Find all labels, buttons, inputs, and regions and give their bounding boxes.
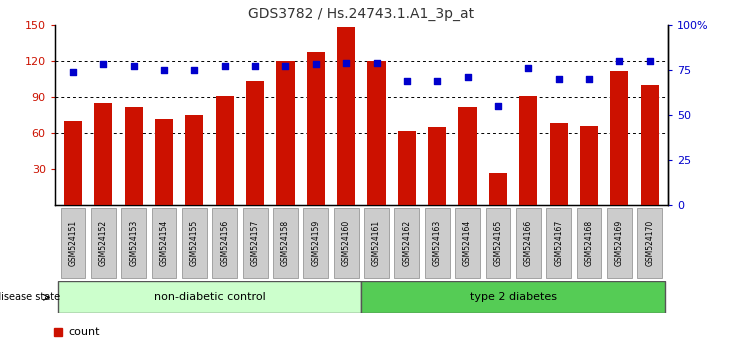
FancyBboxPatch shape bbox=[242, 209, 268, 278]
Point bbox=[188, 67, 200, 73]
Point bbox=[371, 60, 383, 65]
Bar bbox=[185, 115, 204, 205]
Text: GSM524151: GSM524151 bbox=[69, 220, 77, 267]
Text: GSM524165: GSM524165 bbox=[493, 220, 502, 267]
Bar bbox=[398, 131, 416, 205]
Point bbox=[98, 62, 110, 67]
FancyBboxPatch shape bbox=[121, 209, 146, 278]
FancyBboxPatch shape bbox=[334, 209, 358, 278]
Bar bbox=[489, 173, 507, 205]
Bar bbox=[458, 107, 477, 205]
Bar bbox=[610, 70, 629, 205]
Text: GSM524161: GSM524161 bbox=[372, 220, 381, 267]
Point bbox=[158, 67, 170, 73]
Bar bbox=[307, 52, 325, 205]
FancyBboxPatch shape bbox=[212, 209, 237, 278]
Point bbox=[249, 63, 261, 69]
Text: GSM524163: GSM524163 bbox=[433, 220, 442, 267]
Text: GSM524160: GSM524160 bbox=[342, 220, 350, 267]
Text: non-diabetic control: non-diabetic control bbox=[154, 292, 266, 302]
Text: GSM524170: GSM524170 bbox=[645, 220, 654, 267]
Text: GSM524154: GSM524154 bbox=[160, 220, 169, 267]
FancyBboxPatch shape bbox=[394, 209, 419, 278]
FancyBboxPatch shape bbox=[364, 209, 389, 278]
Text: GSM524167: GSM524167 bbox=[554, 220, 563, 267]
FancyBboxPatch shape bbox=[425, 209, 450, 278]
Bar bbox=[641, 85, 659, 205]
FancyBboxPatch shape bbox=[455, 209, 480, 278]
Point bbox=[613, 58, 625, 64]
Point bbox=[523, 65, 534, 71]
Text: GSM524158: GSM524158 bbox=[281, 220, 290, 267]
Point bbox=[67, 69, 79, 75]
Point bbox=[492, 103, 504, 109]
Bar bbox=[277, 61, 295, 205]
FancyBboxPatch shape bbox=[546, 209, 571, 278]
Point bbox=[401, 78, 412, 84]
Text: GSM524155: GSM524155 bbox=[190, 220, 199, 267]
FancyBboxPatch shape bbox=[152, 209, 177, 278]
Point bbox=[219, 63, 231, 69]
Point bbox=[644, 58, 656, 64]
Point bbox=[583, 76, 595, 82]
FancyBboxPatch shape bbox=[182, 209, 207, 278]
Point bbox=[553, 76, 564, 82]
Bar bbox=[580, 126, 598, 205]
FancyBboxPatch shape bbox=[607, 209, 632, 278]
FancyBboxPatch shape bbox=[61, 209, 85, 278]
Point bbox=[128, 63, 139, 69]
Text: GSM524157: GSM524157 bbox=[250, 220, 260, 267]
Point bbox=[431, 78, 443, 84]
Bar bbox=[125, 107, 143, 205]
FancyBboxPatch shape bbox=[91, 209, 116, 278]
Point bbox=[310, 62, 322, 67]
Bar bbox=[519, 96, 537, 205]
Title: GDS3782 / Hs.24743.1.A1_3p_at: GDS3782 / Hs.24743.1.A1_3p_at bbox=[248, 7, 474, 21]
FancyBboxPatch shape bbox=[516, 209, 541, 278]
Text: GSM524152: GSM524152 bbox=[99, 220, 108, 267]
Point bbox=[462, 74, 474, 80]
Bar bbox=[215, 96, 234, 205]
FancyBboxPatch shape bbox=[637, 209, 662, 278]
FancyBboxPatch shape bbox=[58, 281, 361, 313]
FancyBboxPatch shape bbox=[304, 209, 328, 278]
Text: disease state: disease state bbox=[0, 292, 60, 302]
Point bbox=[280, 63, 291, 69]
Bar bbox=[64, 121, 82, 205]
Text: GSM524153: GSM524153 bbox=[129, 220, 138, 267]
Bar bbox=[550, 124, 568, 205]
Text: type 2 diabetes: type 2 diabetes bbox=[469, 292, 557, 302]
FancyBboxPatch shape bbox=[485, 209, 510, 278]
Text: GSM524164: GSM524164 bbox=[463, 220, 472, 267]
Point bbox=[340, 60, 352, 65]
Text: GSM524169: GSM524169 bbox=[615, 220, 624, 267]
Text: GSM524156: GSM524156 bbox=[220, 220, 229, 267]
Text: GSM524166: GSM524166 bbox=[524, 220, 533, 267]
Bar bbox=[337, 27, 356, 205]
Bar bbox=[246, 81, 264, 205]
Bar bbox=[155, 119, 173, 205]
Bar bbox=[367, 61, 385, 205]
FancyBboxPatch shape bbox=[361, 281, 665, 313]
FancyBboxPatch shape bbox=[577, 209, 602, 278]
Text: GSM524168: GSM524168 bbox=[585, 220, 593, 267]
FancyBboxPatch shape bbox=[273, 209, 298, 278]
Text: GSM524162: GSM524162 bbox=[402, 220, 412, 267]
Bar bbox=[94, 103, 112, 205]
Bar bbox=[428, 127, 446, 205]
Text: GSM524159: GSM524159 bbox=[311, 220, 320, 267]
Text: count: count bbox=[68, 327, 100, 337]
